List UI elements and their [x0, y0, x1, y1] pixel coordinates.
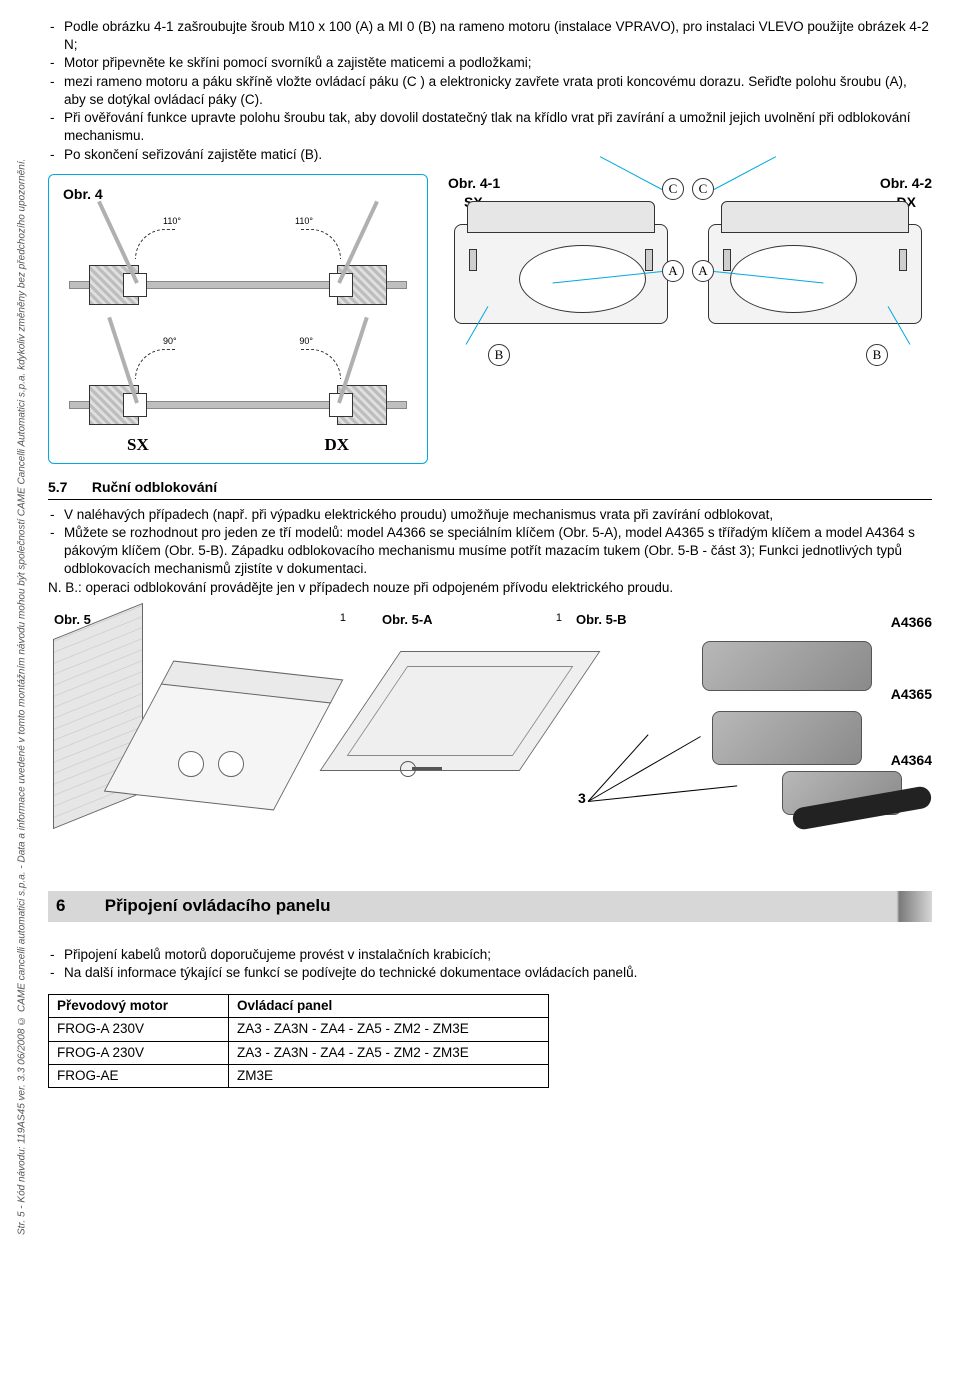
section-5-7-heading: 5.7 Ruční odblokování: [48, 478, 932, 500]
intro-item: Po skončení seřizování zajistěte maticí …: [50, 146, 932, 164]
table-row: FROG-A 230V ZA3 - ZA3N - ZA4 - ZA5 - ZM2…: [49, 1018, 549, 1041]
table-row: FROG-AE ZM3E: [49, 1064, 549, 1087]
table-header-row: Převodový motor Ovládací panel: [49, 995, 549, 1018]
control-panel-table: Převodový motor Ovládací panel FROG-A 23…: [48, 994, 549, 1088]
intro-item: mezi rameno motoru a páku skříně vložte …: [50, 73, 932, 109]
marker-c-right: C: [692, 178, 714, 200]
label-sx: SX: [127, 434, 149, 457]
fig5b-label: Obr. 5-B: [576, 611, 627, 629]
intro-item: Při ověřování funkce upravte polohu šrou…: [50, 109, 932, 145]
figure-4-label: Obr. 4: [63, 185, 103, 204]
side-copyright-note: Str. 5 - Kód návodu: 119AS45 ver. 3.3 06…: [12, 50, 32, 1343]
fig5-n1a: 1: [340, 611, 346, 626]
figures-row-2: Obr. 5 1 Obr. 5-A 1 Obr. 5-B A4366 A4365…: [48, 611, 932, 841]
sect6-list: Připojení kabelů motorů doporučujeme pro…: [48, 946, 932, 982]
section-5-7-num: 5.7: [48, 478, 88, 497]
td-panel: ZM3E: [229, 1064, 549, 1087]
fig41-label1: Obr. 4-1: [448, 175, 500, 191]
figures-row-1: Obr. 4 110° 110°: [48, 174, 932, 464]
intro-list: Podle obrázku 4-1 zašroubujte šroub M10 …: [48, 18, 932, 164]
sect6-item: Připojení kabelů motorů doporučujeme pro…: [50, 946, 932, 964]
figure-5-b: Obr. 5-B A4366 A4365 A4364 3: [570, 611, 932, 841]
marker-a-left: A: [662, 260, 684, 282]
sect57-item: V naléhavých případech (např. při výpadk…: [50, 506, 932, 524]
fig5a-label: Obr. 5-A: [382, 611, 433, 629]
page-content: Podle obrázku 4-1 zašroubujte šroub M10 …: [48, 18, 932, 1088]
section-6-title: Připojení ovládacího panelu: [105, 896, 331, 915]
angle-90-left: 90°: [163, 335, 177, 347]
angle-90-right: 90°: [299, 335, 313, 347]
marker-c-left: C: [662, 178, 684, 200]
marker-b-left: B: [488, 344, 510, 366]
td-motor: FROG-A 230V: [49, 1018, 229, 1041]
fig42-label1: Obr. 4-2: [880, 175, 932, 191]
figure-5-a: Obr. 5-A 1: [354, 611, 564, 841]
fig5b-part3: 3: [578, 789, 586, 808]
marker-a-right: A: [692, 260, 714, 282]
section-5-7-title: Ruční odblokování: [92, 479, 217, 495]
angle-110-right: 110°: [295, 215, 313, 227]
marker-b-right: B: [866, 344, 888, 366]
figure-4-2: Obr. 4-2 DX C A B: [698, 174, 932, 384]
td-panel: ZA3 - ZA3N - ZA4 - ZA5 - ZM2 - ZM3E: [229, 1018, 549, 1041]
figure-4-1-4-2: Obr. 4-1 SX C A B Obr. 4-2 DX: [444, 174, 932, 464]
intro-item: Podle obrázku 4-1 zašroubujte šroub M10 …: [50, 18, 932, 54]
fig5-n1b: 1: [556, 611, 562, 626]
td-motor: FROG-AE: [49, 1064, 229, 1087]
sect6-item: Na další informace týkající se funkcí se…: [50, 964, 932, 982]
angle-110-left: 110°: [163, 215, 181, 227]
th-motor: Převodový motor: [49, 995, 229, 1018]
sect57-note: N. B.: operaci odblokování provádějte je…: [48, 579, 932, 597]
figure-4: Obr. 4 110° 110°: [48, 174, 428, 464]
figure-5: Obr. 5 1: [48, 611, 348, 841]
intro-item: Motor připevněte ke skříni pomocí svorní…: [50, 54, 932, 72]
model-a4366: A4366: [891, 613, 932, 632]
figure-4-1: Obr. 4-1 SX C A B: [444, 174, 678, 384]
th-panel: Ovládací panel: [229, 995, 549, 1018]
model-a4365: A4365: [891, 685, 932, 704]
sect57-item: Můžete se rozhodnout pro jeden ze tří mo…: [50, 524, 932, 579]
section-6-num: 6: [56, 895, 100, 918]
sect57-list: V naléhavých případech (např. při výpadk…: [48, 506, 932, 579]
td-panel: ZA3 - ZA3N - ZA4 - ZA5 - ZM2 - ZM3E: [229, 1041, 549, 1064]
td-motor: FROG-A 230V: [49, 1041, 229, 1064]
model-a4364: A4364: [891, 751, 932, 770]
section-6-heading: 6 Připojení ovládacího panelu: [48, 891, 932, 922]
label-dx: DX: [324, 434, 349, 457]
table-row: FROG-A 230V ZA3 - ZA3N - ZA4 - ZA5 - ZM2…: [49, 1041, 549, 1064]
